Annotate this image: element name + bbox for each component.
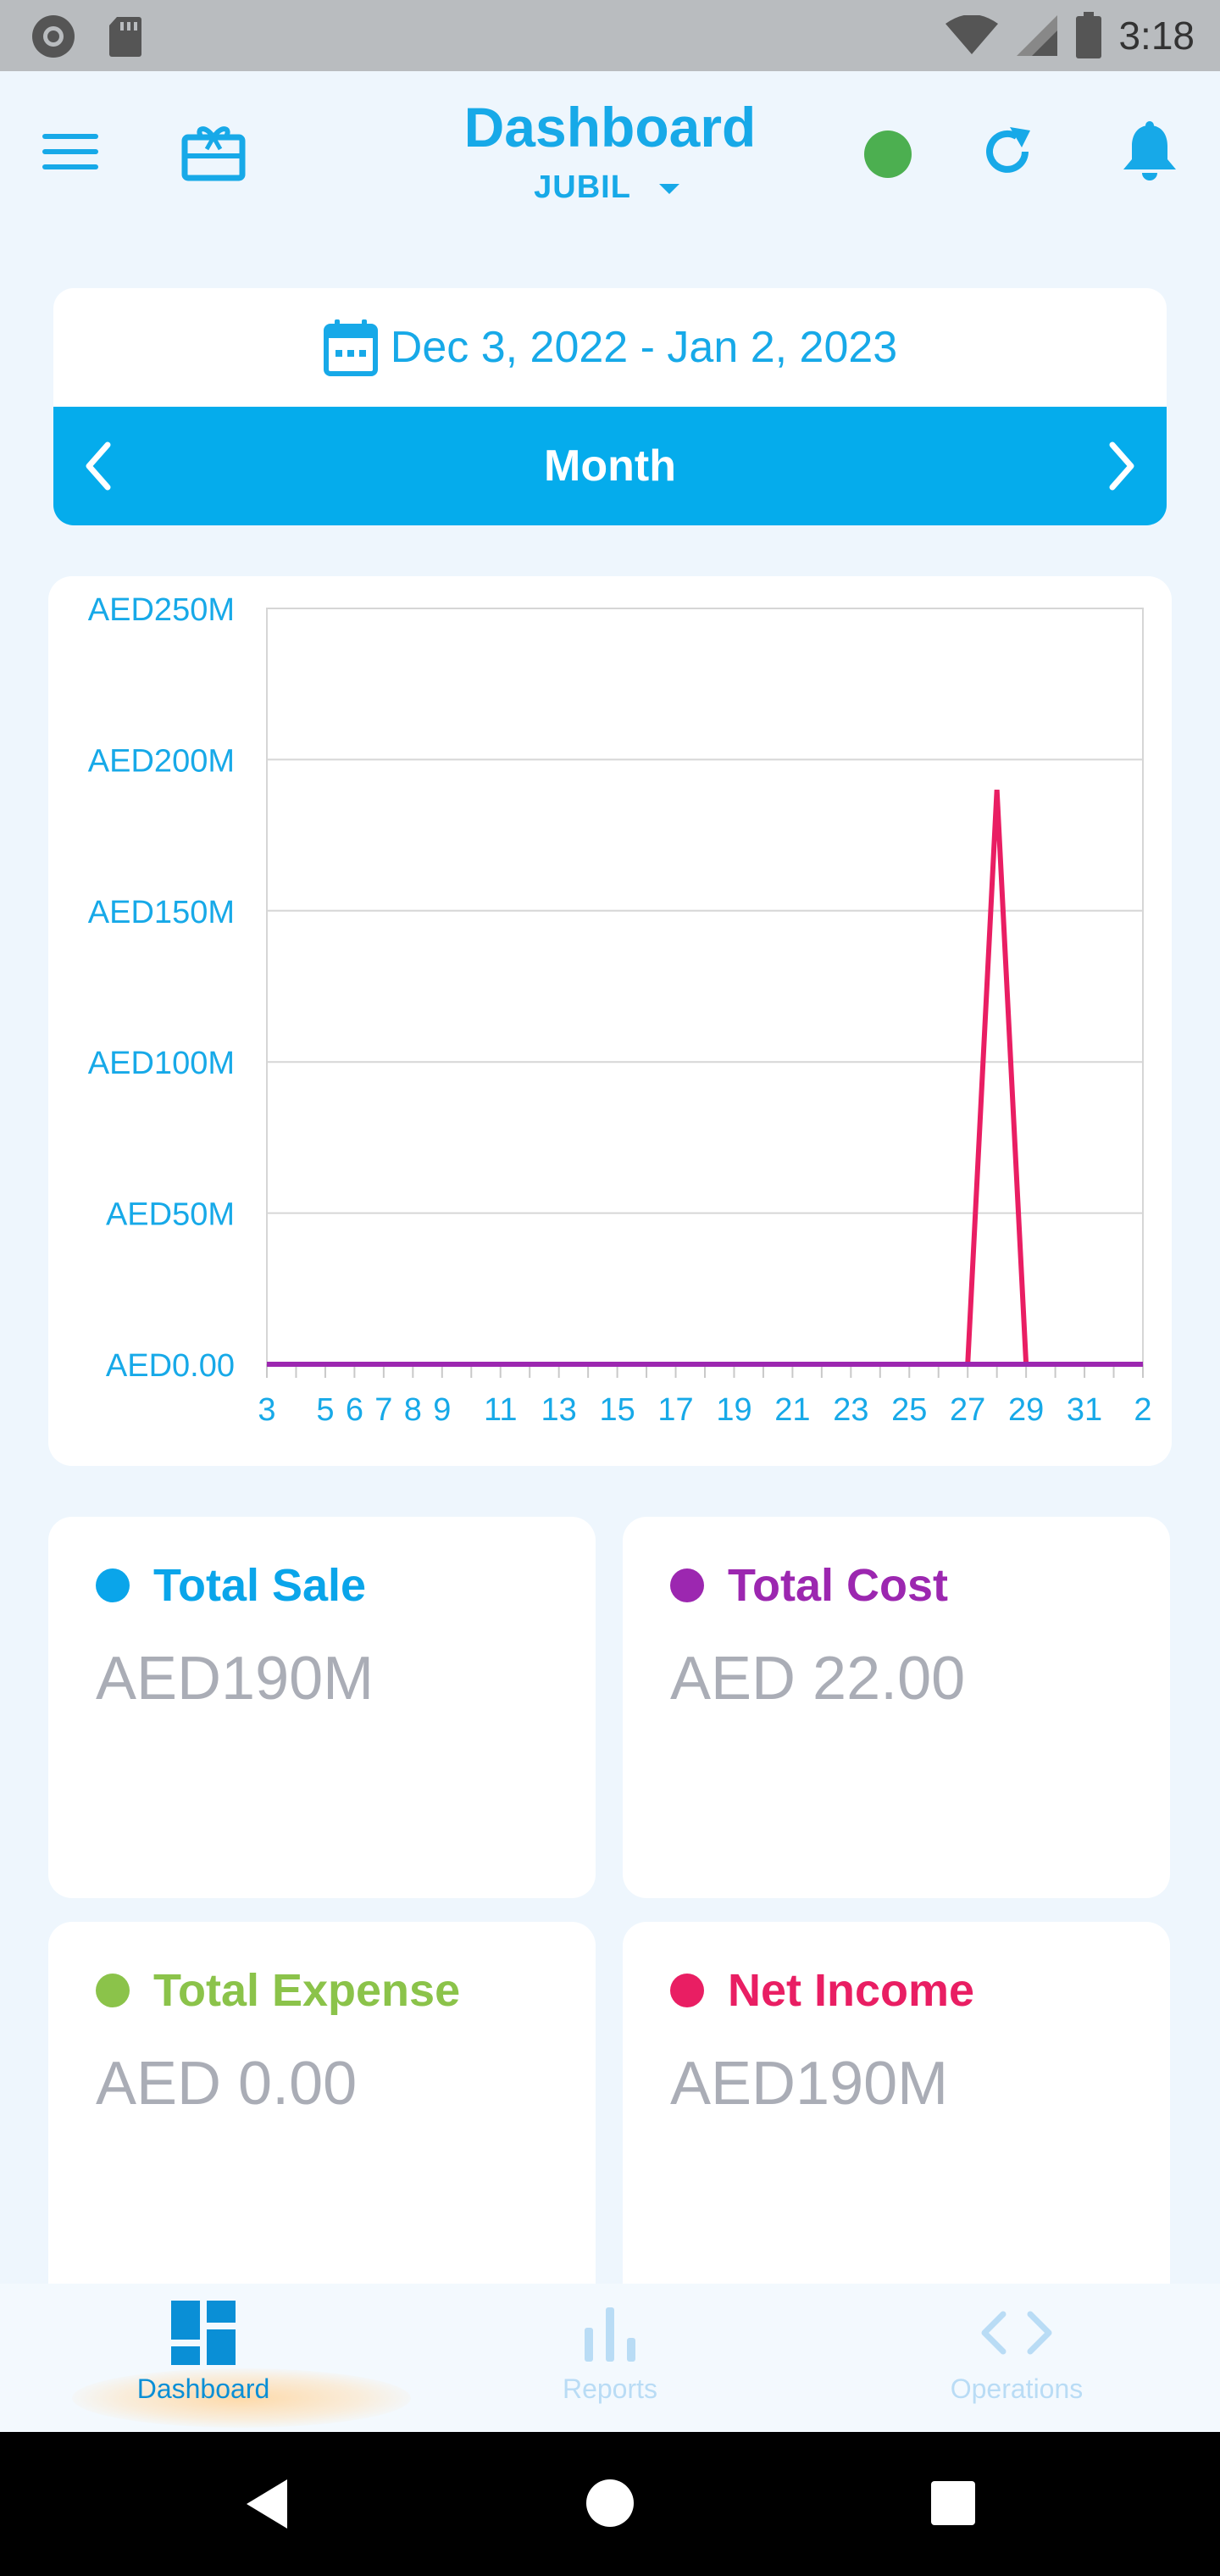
x-tick-label: 19 — [716, 1392, 751, 1428]
gift-card-icon[interactable] — [181, 122, 246, 181]
y-tick-label: AED0.00 — [106, 1348, 235, 1384]
x-tick-label: 2 — [1134, 1392, 1151, 1428]
battery-icon — [1076, 12, 1102, 58]
x-tick-label: 27 — [950, 1392, 985, 1428]
plot-frame — [266, 608, 1144, 1365]
menu-icon[interactable] — [42, 130, 98, 173]
calendar-icon — [323, 319, 378, 376]
system-navigation-bar — [0, 2432, 1220, 2576]
record-icon — [32, 15, 75, 58]
online-status-indicator — [864, 130, 912, 178]
x-tick-label: 15 — [599, 1392, 635, 1428]
home-icon[interactable] — [585, 2478, 635, 2529]
series-line-0 — [267, 789, 1143, 1367]
x-tick-label: 8 — [404, 1392, 422, 1428]
x-tick-label: 17 — [657, 1392, 693, 1428]
branch-name: JUBIL — [534, 169, 631, 205]
total-sale-value: AED190M — [96, 1645, 374, 1713]
net-income-dot — [670, 1974, 704, 2007]
tab-reports[interactable]: Reports — [407, 2284, 813, 2432]
y-tick-label: AED50M — [106, 1197, 235, 1233]
active-tab-highlight — [72, 2368, 411, 2428]
caret-down-icon — [658, 183, 679, 194]
bar-chart-icon — [585, 2307, 635, 2362]
y-tick-label: AED100M — [88, 1046, 235, 1081]
x-tick-label: 29 — [1008, 1392, 1044, 1428]
sd-card-icon — [109, 17, 141, 57]
previous-period-chevron-icon[interactable] — [70, 436, 130, 496]
x-tick-label: 7 — [374, 1392, 392, 1428]
x-tick-label: 9 — [433, 1392, 451, 1428]
back-icon[interactable] — [241, 2476, 292, 2532]
x-tick-label: 13 — [541, 1392, 577, 1428]
y-tick-label: AED200M — [88, 743, 235, 779]
x-tick-label: 21 — [774, 1392, 810, 1428]
sales-line-chart[interactable]: AED250M AED200M AED150M AED100M AED50M AED0.0… — [48, 576, 1172, 1466]
bottom-navigation: Dashboard Reports Operations — [0, 2284, 1220, 2432]
recent-apps-icon[interactable] — [930, 2480, 976, 2526]
y-tick-label: AED250M — [88, 592, 235, 628]
x-tick-label: 11 — [484, 1392, 517, 1428]
total-sale-card[interactable]: Total Sale AED190M — [48, 1517, 596, 1898]
notification-bell-icon[interactable] — [1120, 120, 1179, 183]
wifi-icon — [946, 15, 999, 54]
total-cost-card[interactable]: Total Cost AED 22.00 — [623, 1517, 1170, 1898]
tab-reports-label: Reports — [562, 2373, 658, 2404]
tab-dashboard[interactable]: Dashboard — [0, 2284, 407, 2432]
date-range-text: Dec 3, 2022 - Jan 2, 2023 — [390, 323, 898, 372]
net-income-label: Net Income — [728, 1965, 975, 2016]
total-cost-value: AED 22.00 — [670, 1645, 966, 1713]
x-tick-label: 31 — [1067, 1392, 1102, 1428]
tab-operations[interactable]: Operations — [813, 2284, 1220, 2432]
period-selector: Month — [53, 407, 1167, 525]
total-cost-dot — [670, 1568, 704, 1602]
total-expense-value: AED 0.00 — [96, 2050, 358, 2118]
x-tick-label: 6 — [346, 1392, 363, 1428]
y-tick-label: AED150M — [88, 895, 235, 930]
signal-icon — [1017, 15, 1058, 56]
net-income-value: AED190M — [670, 2050, 949, 2118]
total-expense-card[interactable]: Total Expense AED 0.00 — [48, 1922, 596, 2284]
app-header: Dashboard JUBIL — [0, 71, 1220, 232]
date-range-card: Dec 3, 2022 - Jan 2, 2023 Month — [53, 288, 1167, 525]
clock: 3:18 — [1118, 14, 1195, 58]
x-tick-label: 5 — [316, 1392, 334, 1428]
date-range-picker[interactable]: Dec 3, 2022 - Jan 2, 2023 — [53, 288, 1167, 407]
next-period-chevron-icon[interactable] — [1090, 436, 1150, 496]
tab-operations-label: Operations — [950, 2373, 1084, 2404]
sales-chart-card: AED250M AED200M AED150M AED100M AED50M AED0.0… — [48, 576, 1172, 1466]
net-income-card[interactable]: Net Income AED190M — [623, 1922, 1170, 2284]
tab-dashboard-label: Dashboard — [136, 2373, 270, 2404]
status-bar: 3:18 — [0, 0, 1220, 71]
x-tick-label: 3 — [258, 1392, 275, 1428]
refresh-icon[interactable] — [979, 124, 1035, 180]
total-sale-label: Total Sale — [153, 1560, 367, 1611]
branch-selector[interactable]: JUBIL — [0, 169, 1220, 206]
total-expense-dot — [96, 1974, 130, 2007]
x-tick-label: 23 — [833, 1392, 868, 1428]
code-icon — [981, 2311, 1052, 2355]
total-sale-dot — [96, 1568, 130, 1602]
total-cost-label: Total Cost — [728, 1560, 948, 1611]
x-tick-label: 25 — [891, 1392, 927, 1428]
page-title: Dashboard — [463, 96, 757, 158]
period-label: Month — [544, 441, 676, 491]
dashboard-icon — [171, 2301, 236, 2365]
total-expense-label: Total Expense — [153, 1965, 461, 2016]
